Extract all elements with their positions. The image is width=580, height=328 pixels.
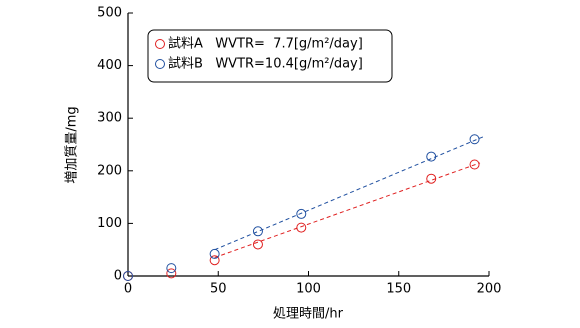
data-point — [166, 263, 177, 274]
data-point — [252, 239, 263, 250]
data-point — [469, 134, 480, 145]
data-point — [426, 173, 437, 184]
y-tick-label: 500 — [97, 6, 122, 21]
data-point — [166, 268, 177, 279]
legend-marker — [155, 59, 165, 69]
legend-label: 試料A WVTR= 7.7[g/m²/day] — [168, 36, 363, 52]
fit-line — [214, 162, 481, 259]
y-tick-label: 300 — [97, 111, 122, 126]
y-tick-label: 100 — [97, 216, 122, 231]
y-tick-label: 0 — [114, 269, 122, 284]
data-point — [296, 222, 307, 233]
y-tick-label: 200 — [97, 163, 122, 178]
x-axis-label: 処理時間/hr — [273, 307, 344, 322]
x-tick-label: 100 — [296, 282, 321, 297]
data-point — [426, 151, 437, 162]
data-point — [123, 271, 133, 281]
legend-box — [147, 29, 393, 83]
data-point — [252, 226, 263, 237]
x-tick-label: 150 — [386, 282, 411, 297]
data-point — [296, 208, 307, 219]
x-tick-label: 0 — [124, 282, 132, 297]
data-point — [469, 159, 480, 170]
fit-line — [214, 136, 484, 251]
y-axis-label: 増加質量/mg — [65, 106, 80, 183]
data-point — [209, 255, 220, 266]
x-tick-label: 50 — [210, 282, 227, 297]
x-tick-label: 200 — [477, 282, 502, 297]
y-tick-label: 400 — [97, 58, 122, 73]
legend-label: 試料B WVTR=10.4[g/m²/day] — [168, 56, 363, 72]
data-point — [209, 248, 220, 259]
legend-marker — [155, 39, 165, 49]
